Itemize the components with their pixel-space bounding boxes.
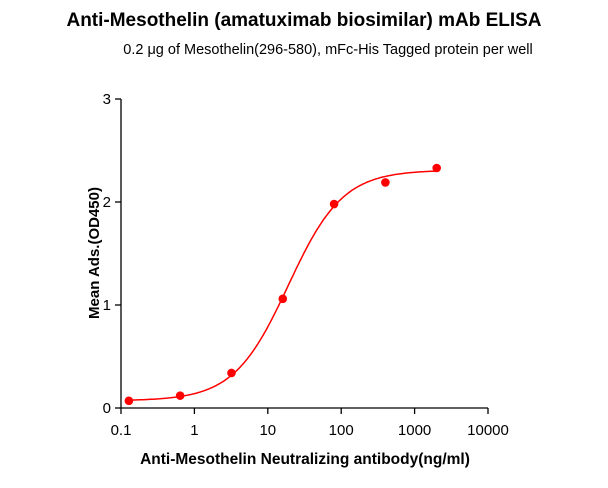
data-point <box>329 199 339 209</box>
data-point <box>175 391 185 400</box>
y-tick-label: 0 <box>103 400 111 417</box>
x-tick-label: 10000 <box>467 422 509 439</box>
data-point <box>432 163 441 173</box>
fit-curve <box>128 170 437 401</box>
y-tick-label: 1 <box>103 297 111 314</box>
y-tick-label: 2 <box>103 194 111 211</box>
x-tick-label: 10 <box>259 422 276 439</box>
x-tick-label: 1000 <box>398 422 431 439</box>
x-tick-label: 0.1 <box>111 422 132 439</box>
x-tick-label: 1 <box>190 422 198 439</box>
y-axis-label: Mean Ads.(OD450) <box>86 187 103 319</box>
x-tick-label: 100 <box>329 422 354 439</box>
y-tick-label: 3 <box>103 91 111 108</box>
data-point <box>278 294 288 304</box>
x-axis-label: Anti-Mesothelin Neutralizing antibody(ng… <box>140 451 470 468</box>
chart-subtitle: 0.2 μg of Mesothelin(296-580), mFc-His T… <box>123 42 533 58</box>
data-point <box>124 396 134 406</box>
data-point <box>381 178 390 187</box>
chart-title: Anti-Mesothelin (amatuximab biosimilar) … <box>66 10 542 31</box>
data-point <box>227 368 236 378</box>
